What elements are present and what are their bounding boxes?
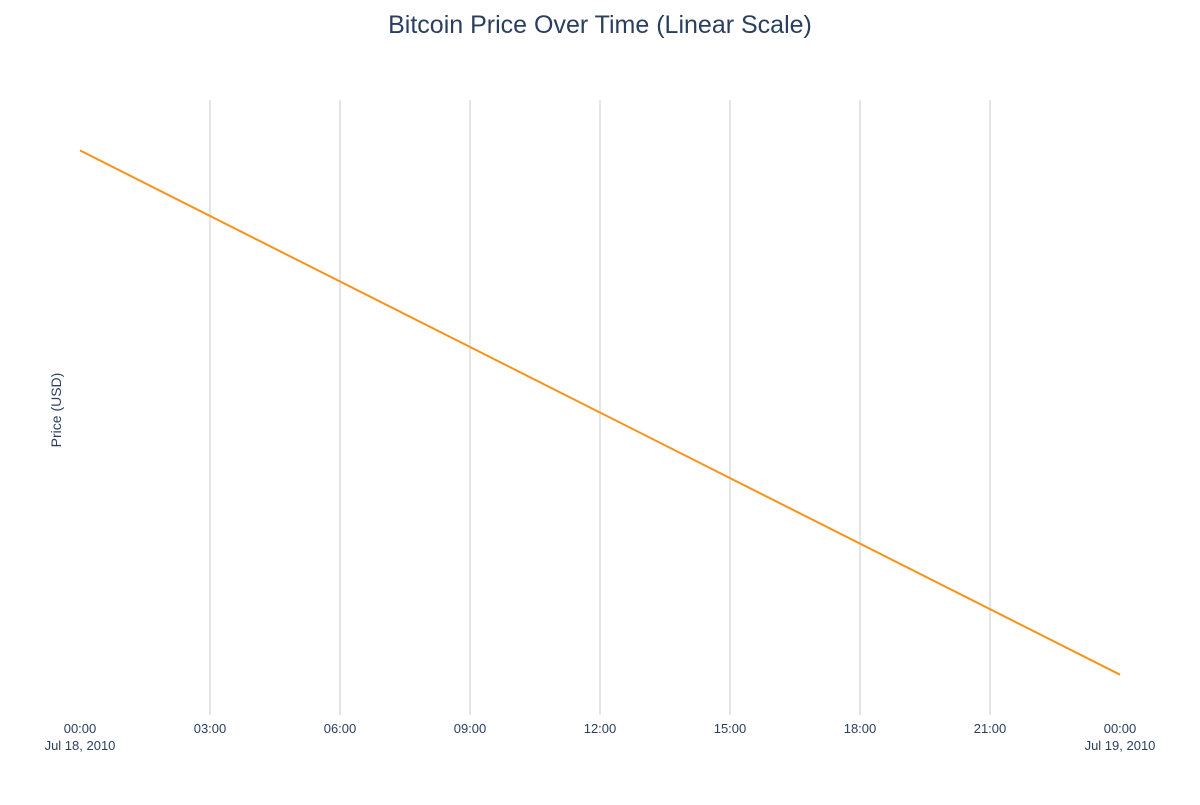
x-tick-labels: 00:00 Jul 18, 2010 03:00 06:00 09:00 12:00 15:… (45, 721, 1156, 753)
series-line (79, 149, 1121, 676)
y-axis-title: Price (USD) (48, 373, 64, 448)
x-tick-label: 03:00 (194, 721, 227, 736)
x-tick-sublabel: Jul 18, 2010 (45, 738, 116, 753)
x-tick-label: 00:00 (64, 721, 97, 736)
x-tick-label: 15:00 (714, 721, 747, 736)
x-gridlines (209, 100, 991, 715)
series-layer (79, 149, 1121, 676)
chart-title: Bitcoin Price Over Time (Linear Scale) (388, 11, 812, 39)
x-tick-label: 18:00 (844, 721, 877, 736)
x-tick-label: 12:00 (584, 721, 617, 736)
x-tick-label: 21:00 (974, 721, 1007, 736)
x-tick-sublabel: Jul 19, 2010 (1085, 738, 1156, 753)
x-tick-label: 09:00 (454, 721, 487, 736)
x-tick-label: 06:00 (324, 721, 357, 736)
x-tick-label: 00:00 (1104, 721, 1137, 736)
